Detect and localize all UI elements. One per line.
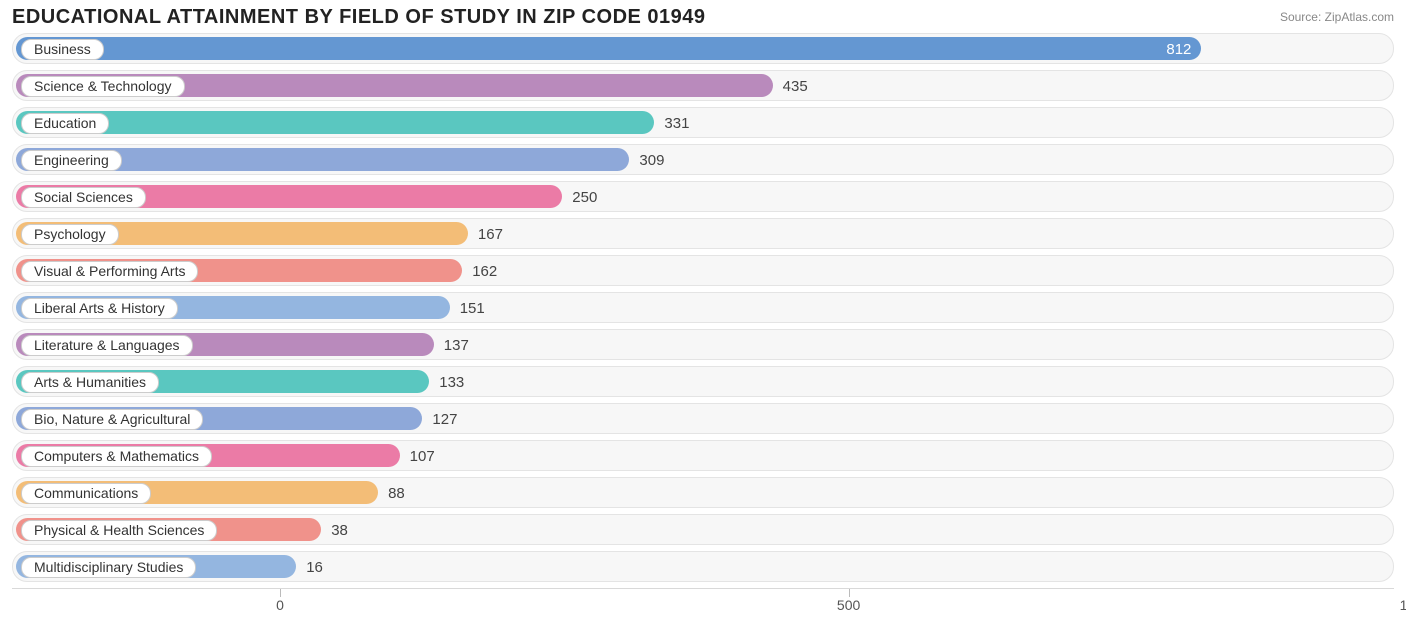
value-label: 309 [639, 145, 664, 174]
chart-source: Source: ZipAtlas.com [1280, 6, 1394, 24]
axis-tick-label: 0 [276, 597, 284, 613]
chart-header: EDUCATIONAL ATTAINMENT BY FIELD OF STUDY… [0, 0, 1406, 31]
value-label: 38 [331, 515, 348, 544]
category-label: Literature & Languages [21, 335, 193, 356]
bar-track: Science & Technology 435 [12, 70, 1394, 101]
value-label: 167 [478, 219, 503, 248]
value-label: 250 [572, 182, 597, 211]
category-label: Bio, Nature & Agricultural [21, 409, 203, 430]
bar-track: Literature & Languages 137 [12, 329, 1394, 360]
category-label: Science & Technology [21, 76, 185, 97]
x-axis: 05001,000 [12, 588, 1394, 616]
category-label: Business [21, 39, 104, 60]
category-label: Computers & Mathematics [21, 446, 212, 467]
bar-track: Engineering 309 [12, 144, 1394, 175]
category-label: Psychology [21, 224, 119, 245]
bar [16, 111, 654, 134]
bar-track: Liberal Arts & History 151 [12, 292, 1394, 323]
bar-track: Business 812 [12, 33, 1394, 64]
category-label: Visual & Performing Arts [21, 261, 198, 282]
bar [16, 37, 1201, 60]
value-label: 107 [410, 441, 435, 470]
axis-tick [280, 589, 281, 597]
axis-tick-label: 500 [837, 597, 860, 613]
category-label: Engineering [21, 150, 122, 171]
category-label: Social Sciences [21, 187, 146, 208]
category-label: Physical & Health Sciences [21, 520, 217, 541]
value-label: 137 [444, 330, 469, 359]
bar-track: Multidisciplinary Studies 16 [12, 551, 1394, 582]
bar-track: Social Sciences 250 [12, 181, 1394, 212]
category-label: Education [21, 113, 109, 134]
chart-plot-area: Business 812 Science & Technology 435 Educat… [0, 31, 1406, 582]
value-label: 331 [664, 108, 689, 137]
value-label: 435 [783, 71, 808, 100]
axis-tick-label: 1,000 [1400, 597, 1406, 613]
value-label: 127 [432, 404, 457, 433]
value-label: 88 [388, 478, 405, 507]
value-label: 151 [460, 293, 485, 322]
bar-track: Physical & Health Sciences 38 [12, 514, 1394, 545]
bar-track: Communications 88 [12, 477, 1394, 508]
value-label: 133 [439, 367, 464, 396]
bar-track: Psychology 167 [12, 218, 1394, 249]
bar-track: Education 331 [12, 107, 1394, 138]
bar-track: Visual & Performing Arts 162 [12, 255, 1394, 286]
value-label: 812 [1166, 34, 1191, 63]
chart-title: EDUCATIONAL ATTAINMENT BY FIELD OF STUDY… [12, 6, 706, 29]
value-label: 162 [472, 256, 497, 285]
bar-track: Bio, Nature & Agricultural 127 [12, 403, 1394, 434]
category-label: Arts & Humanities [21, 372, 159, 393]
value-label: 16 [306, 552, 323, 581]
bar-track: Computers & Mathematics 107 [12, 440, 1394, 471]
category-label: Multidisciplinary Studies [21, 557, 196, 578]
bar-track: Arts & Humanities 133 [12, 366, 1394, 397]
axis-tick [849, 589, 850, 597]
category-label: Communications [21, 483, 151, 504]
category-label: Liberal Arts & History [21, 298, 178, 319]
